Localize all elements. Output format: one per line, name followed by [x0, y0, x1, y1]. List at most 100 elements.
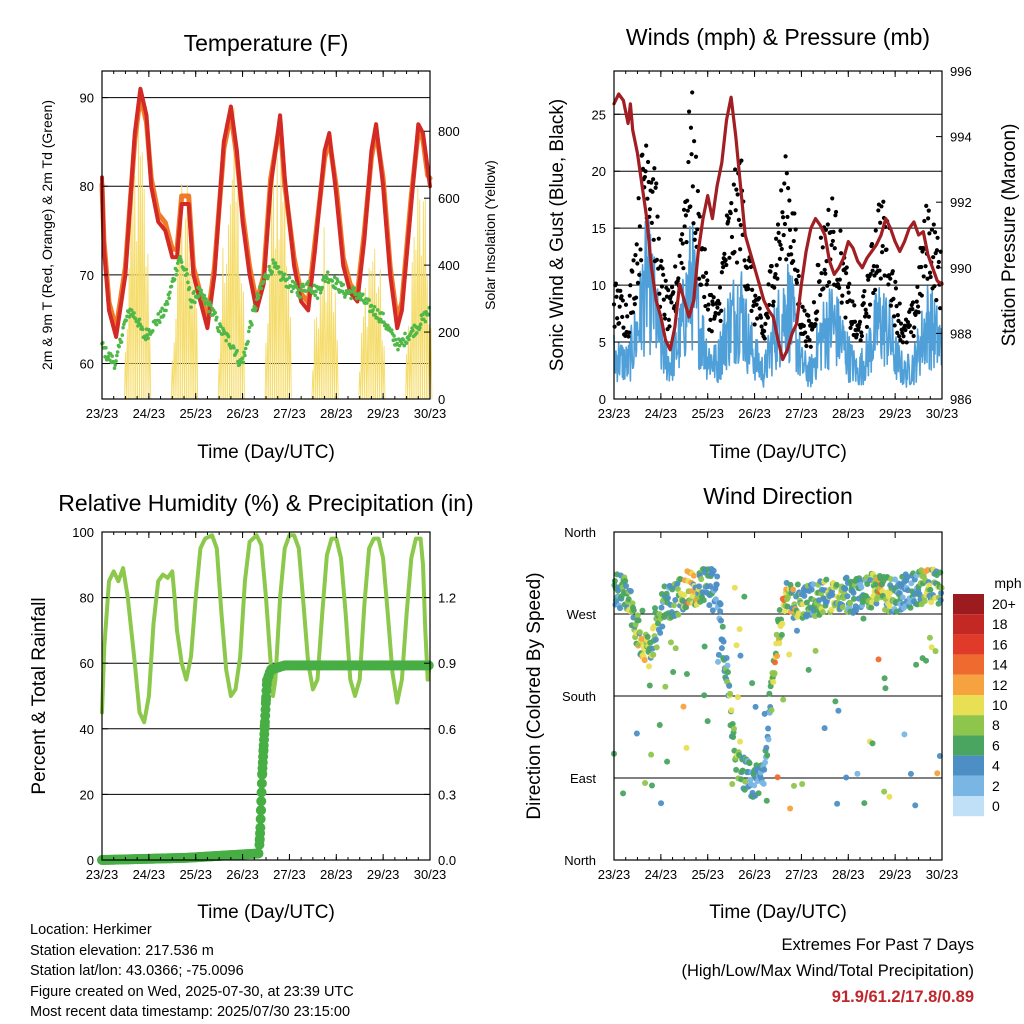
gust-point	[705, 307, 711, 312]
y-tick-label: 60	[80, 357, 94, 372]
gust-point	[893, 286, 899, 291]
gust-point	[640, 152, 645, 157]
gust-point	[755, 316, 760, 321]
direction-point	[742, 778, 749, 785]
td2m-point	[215, 326, 220, 330]
y-tick-label: 80	[80, 179, 94, 194]
gust-point	[862, 288, 867, 294]
gust-point	[919, 293, 924, 298]
direction-point	[926, 634, 933, 641]
direction-point	[741, 593, 748, 600]
extremes-values: 91.9/61.2/17.8/0.89	[831, 988, 974, 1006]
td2m-point	[393, 337, 398, 342]
gust-point	[905, 320, 911, 325]
gust-point	[775, 222, 781, 227]
gust-point	[732, 249, 737, 255]
direction-point	[710, 567, 717, 574]
td2m-point	[184, 267, 189, 272]
td2m-point	[110, 354, 114, 358]
gust-point	[804, 343, 809, 349]
gust-point	[753, 293, 758, 298]
gust-point	[806, 318, 812, 323]
gust-point	[650, 189, 655, 194]
td2m-point	[256, 296, 260, 301]
gust-point	[881, 199, 886, 204]
direction-point	[784, 594, 791, 601]
td2m-point	[273, 261, 278, 265]
solar-trace	[189, 270, 193, 400]
solar-trace	[180, 183, 184, 400]
direction-point	[633, 730, 640, 737]
direction-point	[646, 682, 653, 689]
legend-swatch	[953, 796, 984, 817]
gust-point	[617, 304, 622, 309]
y-right-tick-label: 0.6	[438, 722, 456, 737]
td2m-point	[232, 346, 236, 350]
td2m-point	[402, 343, 407, 348]
gust-point	[796, 273, 801, 279]
gust-point	[910, 300, 916, 305]
gust-point	[907, 323, 912, 328]
gust-point	[919, 264, 924, 270]
direction-point	[787, 805, 794, 812]
gust-point	[634, 242, 639, 247]
direction-point	[650, 651, 657, 658]
solar-trace	[135, 241, 139, 400]
direction-point	[938, 589, 945, 596]
gust-point	[713, 310, 718, 316]
gust-point	[824, 258, 829, 264]
direction-point	[653, 644, 660, 651]
direction-point	[861, 800, 868, 807]
direction-point	[847, 600, 854, 607]
direction-point	[886, 602, 893, 609]
legend-label: 6	[992, 737, 1000, 753]
gust-point	[931, 255, 936, 260]
direction-point	[808, 586, 815, 593]
gust-point	[915, 284, 920, 290]
gust-point	[758, 315, 764, 320]
td2m-point	[208, 303, 213, 308]
gust-point	[745, 283, 750, 288]
solar-trace	[414, 249, 418, 400]
x-tick-label: 30/23	[414, 867, 447, 882]
gust-point	[616, 321, 622, 326]
x-tick-label: 26/23	[738, 406, 771, 421]
direction-point	[648, 751, 655, 758]
gust-point	[920, 249, 925, 254]
td2m-point	[164, 308, 168, 313]
x-tick-label: 26/23	[738, 867, 771, 882]
td2m-point	[341, 282, 346, 287]
gust-point	[736, 217, 741, 222]
gust-point	[686, 159, 691, 165]
td2m-point	[150, 328, 155, 333]
gust-point	[703, 270, 709, 276]
temperature-plot: 23/23 24/23 25/23 26/23 27/23 28/23 29/23 30/23…	[80, 70, 460, 421]
gust-point	[773, 272, 778, 277]
td2m-point	[167, 296, 171, 301]
solar-trace	[279, 139, 283, 400]
legend-label: 14	[992, 657, 1008, 673]
direction-plot: 23/23 24/23 25/23 26/23 27/23 28/23 29/23 30/23…	[562, 525, 958, 882]
td2m-point	[369, 303, 374, 308]
humidity-plot: 23/23 24/23 25/23 26/23 27/23 28/23 29/23 30/23…	[72, 525, 456, 882]
solar-trace	[242, 291, 245, 400]
gust-point	[833, 213, 838, 218]
direction-point	[926, 582, 933, 589]
solar-trace	[125, 328, 129, 400]
y-tick-label: 20	[592, 164, 606, 179]
gust-point	[625, 314, 630, 319]
gust-point	[772, 285, 777, 290]
direction-point	[625, 596, 632, 603]
direction-point	[657, 629, 664, 636]
gust-point	[712, 314, 718, 319]
y-tick-label: 70	[80, 268, 94, 283]
td2m-point	[207, 300, 212, 305]
x-tick-label: 25/23	[179, 406, 212, 421]
gust-point	[651, 237, 656, 242]
gust-point	[910, 306, 915, 312]
gust-point	[895, 313, 900, 318]
td2m-point	[364, 301, 369, 305]
legend-label: 20+	[992, 596, 1016, 612]
gust-point	[660, 266, 665, 271]
direction-point	[812, 647, 819, 654]
